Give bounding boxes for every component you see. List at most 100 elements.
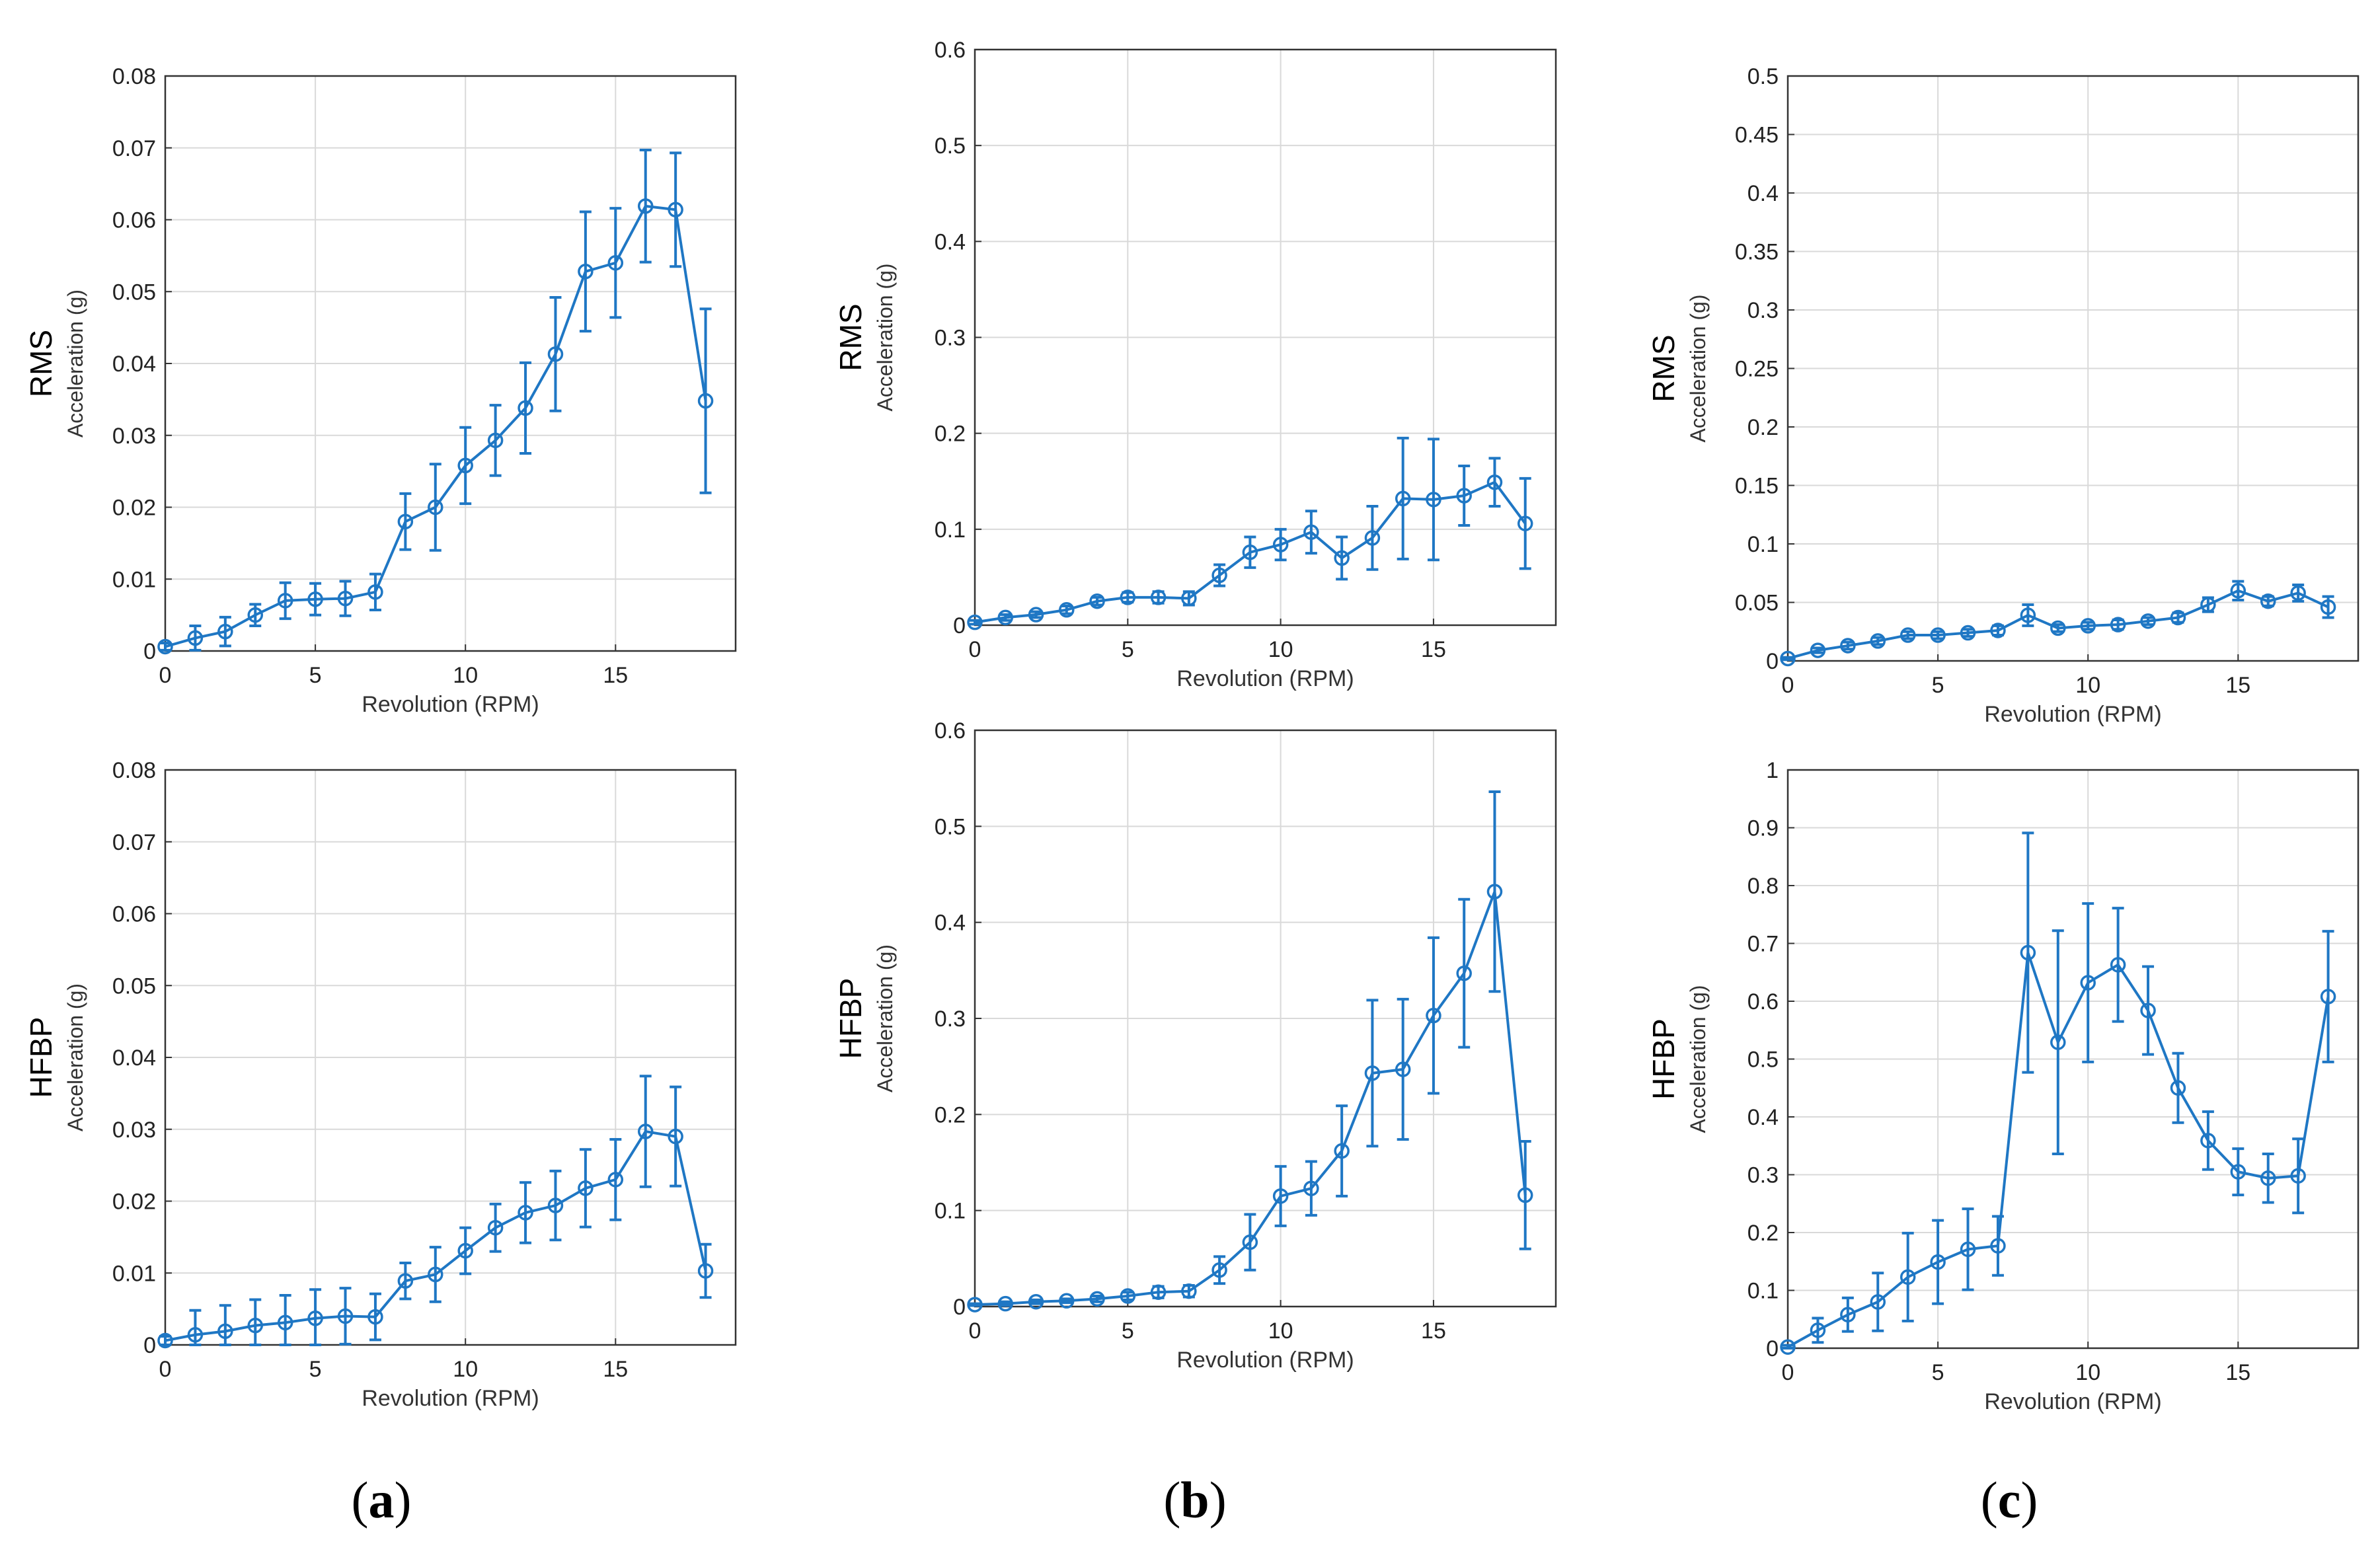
y-tick-label: 0.4 [1747,181,1779,206]
x-axis-label: Revolution (RPM) [1984,1389,2161,1414]
data-point [1840,638,1856,654]
data-point [1303,1180,1319,1196]
data-point [1456,965,1472,981]
y-tick-label: 0.5 [935,814,966,839]
data-point [1990,1238,2006,1254]
y-tick-label: 0.45 [1735,123,1779,148]
y-tick-label: 0.4 [1747,1105,1779,1130]
x-tick-label: 0 [969,637,981,662]
data-point [1242,544,1258,560]
data-point [428,1266,443,1283]
y-axis-label: Acceleration (g) [1686,294,1710,442]
data-point [967,1297,983,1313]
data-point [367,1309,383,1325]
data-point [1517,515,1533,531]
x-tick-label: 0 [1782,673,1794,698]
x-tick-label: 0 [159,663,172,688]
x-tick-label: 5 [1932,673,1944,698]
y-tick-label: 0.08 [112,64,156,89]
y-tick-label: 0.1 [1747,1279,1779,1304]
y-tick-label: 0.04 [112,352,156,377]
y-tick-label: 0 [143,1333,156,1358]
y-tick-label: 0.2 [935,1102,966,1127]
data-point [1486,884,1503,899]
data-point [1120,1288,1136,1304]
x-tick-label: 0 [159,1357,172,1382]
x-tick-label: 10 [2075,673,2100,698]
data-point [2140,1003,2156,1018]
y-tick-label: 0.04 [112,1046,156,1071]
data-point [337,590,354,607]
x-axis-label: Revolution (RPM) [1176,1348,1354,1373]
data-point [1089,1291,1105,1307]
data-point [2260,593,2276,609]
x-axis-label: Revolution (RPM) [1176,666,1354,691]
data-point [2230,583,2246,599]
y-tick-label: 0.05 [112,280,156,305]
y-axis-label: Acceleration (g) [63,289,87,438]
data-point [487,1219,504,1236]
data-point [2200,597,2216,613]
data-point [1120,590,1136,605]
data-point [518,400,533,416]
y-tick-label: 0.08 [112,758,156,783]
y-tick-label: 0.01 [112,567,156,592]
y-tick-label: 0.6 [935,718,966,743]
y-tick-label: 0 [1766,649,1779,674]
x-tick-label: 15 [2225,673,2250,698]
x-tick-label: 5 [1932,1360,1944,1385]
data-point [1150,590,1167,605]
data-point [668,1128,683,1145]
data-point [1089,593,1105,609]
data-point [697,393,714,409]
y-tick-label: 0.5 [1747,1047,1779,1073]
row-label: RMS [1646,334,1681,402]
series-line [1787,589,2329,660]
y-tick-label: 0.02 [112,1190,156,1215]
row-label: HFBP [1646,1018,1681,1100]
x-tick-label: 15 [1421,1318,1446,1344]
x-tick-label: 10 [1268,637,1293,662]
data-point [578,1180,594,1196]
data-point [1303,524,1319,540]
y-tick-label: 0.07 [112,136,156,161]
data-point [217,1323,233,1340]
data-point [337,1308,354,1324]
data-point [2080,975,2096,991]
y-axis-label: Acceleration (g) [63,983,87,1131]
y-tick-label: 0 [143,639,156,664]
y-tick-label: 0.1 [935,1199,966,1224]
row-label: HFBP [833,978,868,1059]
data-point [2200,1133,2216,1149]
y-tick-label: 0.05 [112,973,156,999]
data-point [518,1205,533,1221]
data-point [217,623,233,640]
y-tick-label: 0.2 [1747,415,1779,440]
y-tick-label: 1 [1766,758,1779,783]
x-tick-label: 15 [1421,637,1446,662]
data-point [307,1311,323,1326]
data-point [247,607,264,623]
data-point [607,1172,624,1188]
data-point [2290,1168,2306,1184]
data-point [157,1332,173,1349]
data-point [637,1123,654,1139]
x-tick-label: 5 [309,663,322,688]
data-point [1395,490,1411,507]
data-point [1364,530,1381,546]
data-point [547,1198,564,1213]
y-tick-label: 0.07 [112,830,156,855]
x-tick-label: 10 [1268,1318,1293,1344]
x-axis-label: Revolution (RPM) [1984,702,2161,727]
data-point [697,1263,714,1279]
y-tick-label: 0.4 [935,911,966,936]
y-tick-label: 0.01 [112,1261,156,1286]
panel-label-a: (a) [351,1471,412,1529]
y-axis-label: Acceleration (g) [1686,985,1710,1133]
y-axis-label: Acceleration (g) [873,944,897,1092]
data-point [367,584,383,600]
y-tick-label: 0.7 [1747,932,1779,957]
data-point [1242,1234,1258,1250]
data-point [397,1273,414,1289]
y-tick-label: 0.3 [935,326,966,351]
